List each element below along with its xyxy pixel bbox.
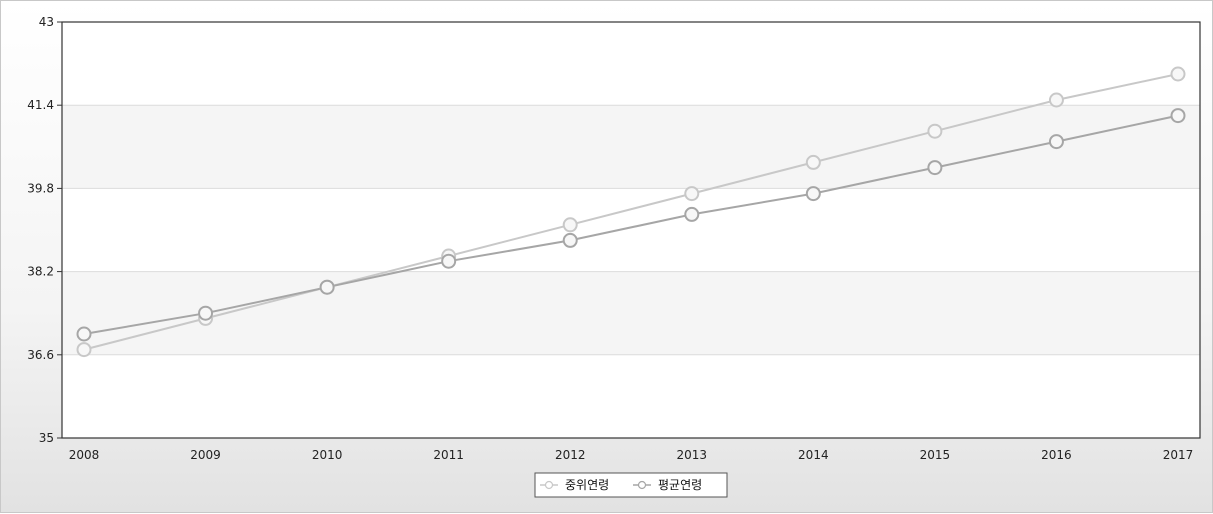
x-tick-label: 2012 — [555, 448, 586, 462]
plot-band — [62, 354, 1200, 438]
x-tick-label: 2016 — [1041, 448, 1072, 462]
data-point-series-2[interactable] — [927, 160, 943, 176]
series-lines — [83, 73, 1179, 351]
data-point-series-1[interactable] — [684, 186, 700, 202]
series-points — [76, 66, 1186, 358]
y-tick-label: 38.2 — [27, 265, 54, 279]
data-point-series-2[interactable] — [76, 326, 92, 342]
data-point-series-1[interactable] — [1170, 66, 1186, 82]
series-line-1 — [83, 73, 1179, 351]
data-point-series-2[interactable] — [805, 186, 821, 202]
plot-band — [62, 22, 1200, 106]
x-tick-label: 2013 — [677, 448, 708, 462]
legend-box — [534, 472, 728, 498]
data-point-series-1[interactable] — [76, 342, 92, 358]
x-tick-label: 2017 — [1163, 448, 1194, 462]
x-tick-label: 2015 — [920, 448, 951, 462]
x-tick-label: 2009 — [190, 448, 221, 462]
x-tick-label: 2011 — [433, 448, 464, 462]
y-tick-label: 43 — [39, 15, 54, 29]
plot-area-border — [61, 21, 1201, 439]
series-line-2 — [83, 114, 1179, 335]
data-point-series-2[interactable] — [684, 206, 700, 222]
data-point-series-1[interactable] — [805, 154, 821, 170]
legend-swatch-marker-2 — [637, 480, 647, 490]
legend: 중위연령 평균연령 — [534, 472, 728, 498]
data-point-series-2[interactable] — [1170, 108, 1186, 124]
legend-swatch-marker-1 — [544, 480, 554, 490]
data-point-series-2[interactable] — [319, 279, 335, 295]
y-tick-label: 39.8 — [27, 181, 54, 195]
x-tick-label: 2010 — [312, 448, 343, 462]
data-point-series-2[interactable] — [1048, 134, 1064, 150]
data-point-series-2[interactable] — [198, 305, 214, 321]
x-tick-label: 2014 — [798, 448, 829, 462]
y-tick-label: 36.6 — [27, 348, 54, 362]
data-point-series-1[interactable] — [1048, 92, 1064, 108]
data-point-series-2[interactable] — [441, 253, 457, 269]
y-tick-label: 35 — [39, 431, 54, 445]
x-axis-ticks: 2008 2009 2010 2011 2012 2013 2014 2015 2016 2017 — [69, 448, 1194, 462]
x-tick-label: 2008 — [69, 448, 100, 462]
plot-background-bands — [62, 22, 1200, 438]
legend-label-1: 중위연령 — [565, 478, 609, 492]
plot-band — [62, 271, 1200, 355]
data-point-series-1[interactable] — [927, 123, 943, 139]
gridlines — [62, 104, 1200, 356]
plot-band — [62, 188, 1200, 272]
data-point-series-1[interactable] — [562, 217, 578, 233]
y-tick-label: 41.4 — [27, 98, 54, 112]
legend-label-2: 평균연령 — [658, 478, 702, 492]
data-point-series-2[interactable] — [562, 232, 578, 248]
plot-band — [62, 105, 1200, 189]
y-axis-ticks: 35 36.6 38.2 39.8 41.4 43 — [27, 15, 62, 445]
